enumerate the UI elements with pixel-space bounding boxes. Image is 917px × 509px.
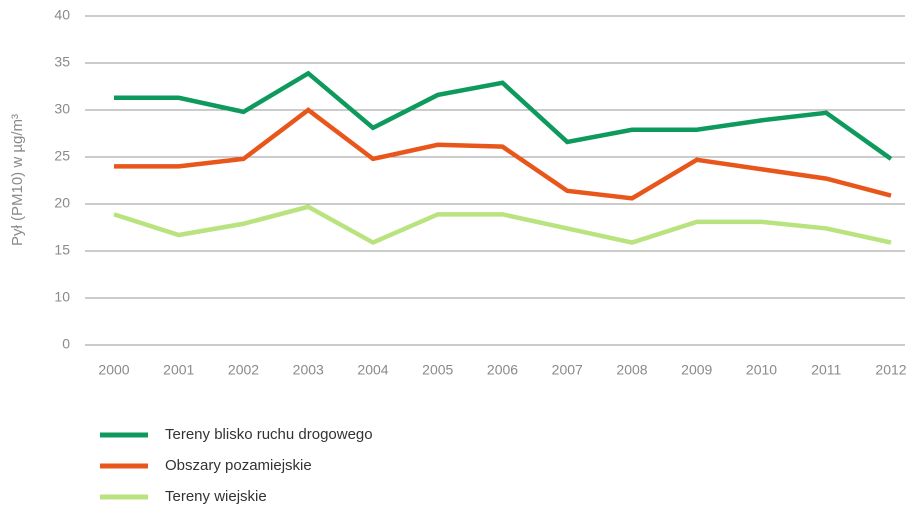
legend-label: Obszary pozamiejskie — [165, 457, 312, 474]
y-tick-label: 15 — [54, 242, 70, 258]
y-tick-label: 0 — [62, 336, 70, 352]
y-tick-label: 20 — [54, 195, 70, 211]
legend-label: Tereny blisko ruchu drogowego — [165, 426, 373, 443]
x-tick-label: 2002 — [228, 362, 259, 378]
y-tick-label: 40 — [54, 7, 70, 23]
y-tick-label: 25 — [54, 148, 70, 164]
x-tick-label: 2003 — [293, 362, 324, 378]
x-tick-label: 2008 — [616, 362, 647, 378]
x-tick-label: 2005 — [422, 362, 453, 378]
series-line — [114, 70, 893, 161]
x-tick-label: 2010 — [746, 362, 777, 378]
y-axis-label: Pył (PM10) w µg/m³ — [9, 114, 26, 246]
legend-label: Tereny wiejskie — [165, 488, 267, 505]
series-line — [113, 204, 892, 246]
y-tick-label: 30 — [54, 101, 70, 117]
x-tick-label: 2011 — [811, 362, 841, 378]
x-tick-label: 2001 — [163, 362, 194, 378]
x-tick-label: 2009 — [681, 362, 712, 378]
x-tick-label: 2000 — [98, 362, 129, 378]
x-tick-label: 2007 — [552, 362, 583, 378]
y-tick-label: 10 — [54, 289, 70, 305]
y-tick-label: 35 — [54, 54, 70, 70]
x-tick-label: 2004 — [357, 362, 388, 378]
x-tick-label: 2012 — [875, 362, 906, 378]
series-line — [114, 107, 892, 201]
x-tick-label: 2006 — [487, 362, 518, 378]
